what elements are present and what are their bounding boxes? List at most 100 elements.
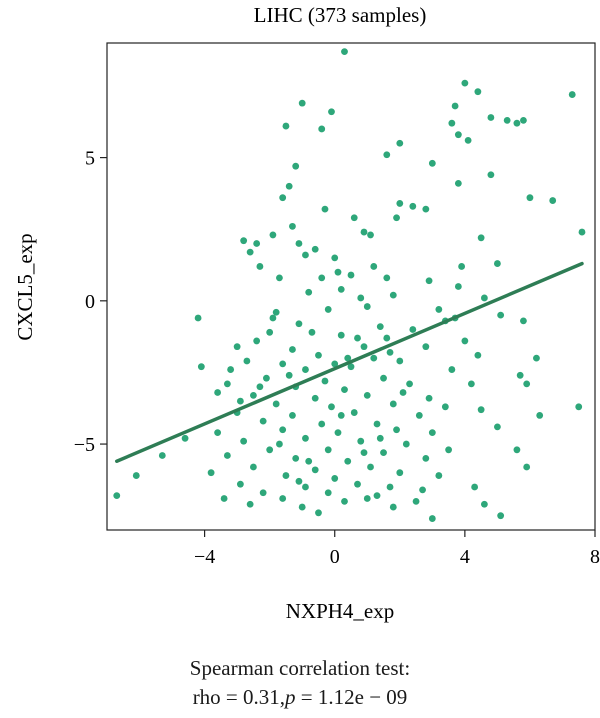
data-point	[435, 306, 443, 313]
data-point	[389, 503, 397, 511]
data-point	[292, 454, 300, 462]
data-point	[341, 386, 348, 394]
data-point	[311, 394, 319, 402]
x-tick-label: −4	[194, 546, 215, 568]
data-point	[471, 483, 479, 491]
data-point	[292, 162, 300, 170]
data-point	[285, 182, 293, 190]
data-point	[497, 311, 505, 319]
data-point	[289, 412, 296, 419]
chart-title: LIHC (373 samples)	[254, 3, 427, 27]
data-point	[328, 403, 335, 411]
data-point	[578, 228, 586, 236]
data-point	[422, 205, 430, 213]
data-point	[376, 434, 384, 442]
data-point	[474, 88, 482, 96]
data-point	[279, 360, 287, 368]
data-point	[373, 420, 381, 428]
data-point	[279, 495, 287, 502]
data-point	[406, 380, 413, 388]
data-point	[266, 328, 274, 336]
data-point	[256, 263, 264, 270]
data-point	[298, 503, 306, 511]
y-tick-label: 0	[85, 291, 95, 313]
data-point	[250, 391, 257, 399]
data-point	[256, 383, 264, 391]
data-point	[523, 380, 531, 388]
data-point	[454, 179, 462, 187]
p-symbol: p	[285, 685, 296, 709]
data-point	[233, 343, 241, 351]
data-point	[253, 240, 261, 247]
data-point	[480, 294, 488, 302]
data-point	[276, 274, 283, 282]
data-point	[246, 500, 254, 508]
data-point	[253, 337, 261, 345]
data-point	[396, 469, 404, 477]
data-point	[347, 271, 355, 279]
data-point	[266, 446, 274, 454]
data-point	[520, 116, 527, 124]
data-point	[487, 171, 495, 179]
data-point	[503, 116, 511, 124]
data-point	[497, 512, 505, 520]
data-point	[360, 228, 368, 236]
data-point	[425, 277, 433, 285]
regression-line	[115, 261, 584, 463]
data-point	[113, 492, 121, 500]
data-point	[477, 406, 485, 414]
data-point	[549, 197, 557, 204]
rho-value: rho = 0.31,	[192, 685, 286, 709]
x-axis-label: NXPH4_exp	[286, 599, 395, 623]
data-point	[311, 245, 319, 253]
data-point	[236, 480, 244, 488]
data-point	[448, 366, 456, 373]
data-point	[428, 159, 436, 167]
data-point	[331, 475, 339, 482]
scatter-chart: LIHC (373 samples) −4 0 4 8 −505 NXPH4_exp …	[13, 3, 600, 623]
data-point	[435, 472, 443, 479]
data-point	[337, 412, 345, 419]
data-point	[302, 366, 309, 373]
data-point	[214, 429, 222, 436]
data-point	[350, 409, 358, 416]
data-point	[428, 515, 436, 522]
data-point	[367, 231, 374, 239]
data-point	[454, 283, 462, 290]
data-point	[386, 483, 394, 491]
data-point	[409, 326, 417, 333]
data-point	[318, 274, 326, 282]
data-point	[240, 237, 248, 245]
data-point	[425, 394, 433, 402]
data-point	[289, 346, 296, 353]
data-point	[295, 240, 303, 247]
data-point	[279, 426, 287, 434]
data-point	[259, 489, 267, 497]
stat-test-values: rho = 0.31,p = 1.12e − 09	[0, 685, 600, 710]
data-point	[194, 314, 202, 322]
data-point	[380, 449, 387, 457]
data-point	[321, 205, 329, 213]
data-point	[305, 288, 313, 296]
data-point	[477, 234, 485, 242]
data-point	[396, 200, 404, 207]
data-point	[451, 102, 459, 110]
data-point	[363, 303, 371, 310]
x-axis: −4 0 4 8	[194, 530, 600, 568]
data-point	[302, 483, 309, 491]
data-point	[422, 454, 430, 462]
data-point	[415, 412, 423, 419]
data-point	[386, 348, 394, 356]
p-value: = 1.12e − 09	[295, 685, 408, 709]
data-point	[360, 343, 368, 351]
data-point	[383, 274, 391, 282]
data-point	[324, 306, 332, 313]
data-point	[214, 389, 222, 396]
data-point	[494, 423, 501, 431]
data-point	[243, 357, 251, 365]
plot-frame	[106, 42, 596, 531]
data-point	[236, 397, 244, 405]
data-point	[520, 317, 527, 325]
data-point	[393, 214, 400, 222]
data-points	[113, 48, 586, 522]
